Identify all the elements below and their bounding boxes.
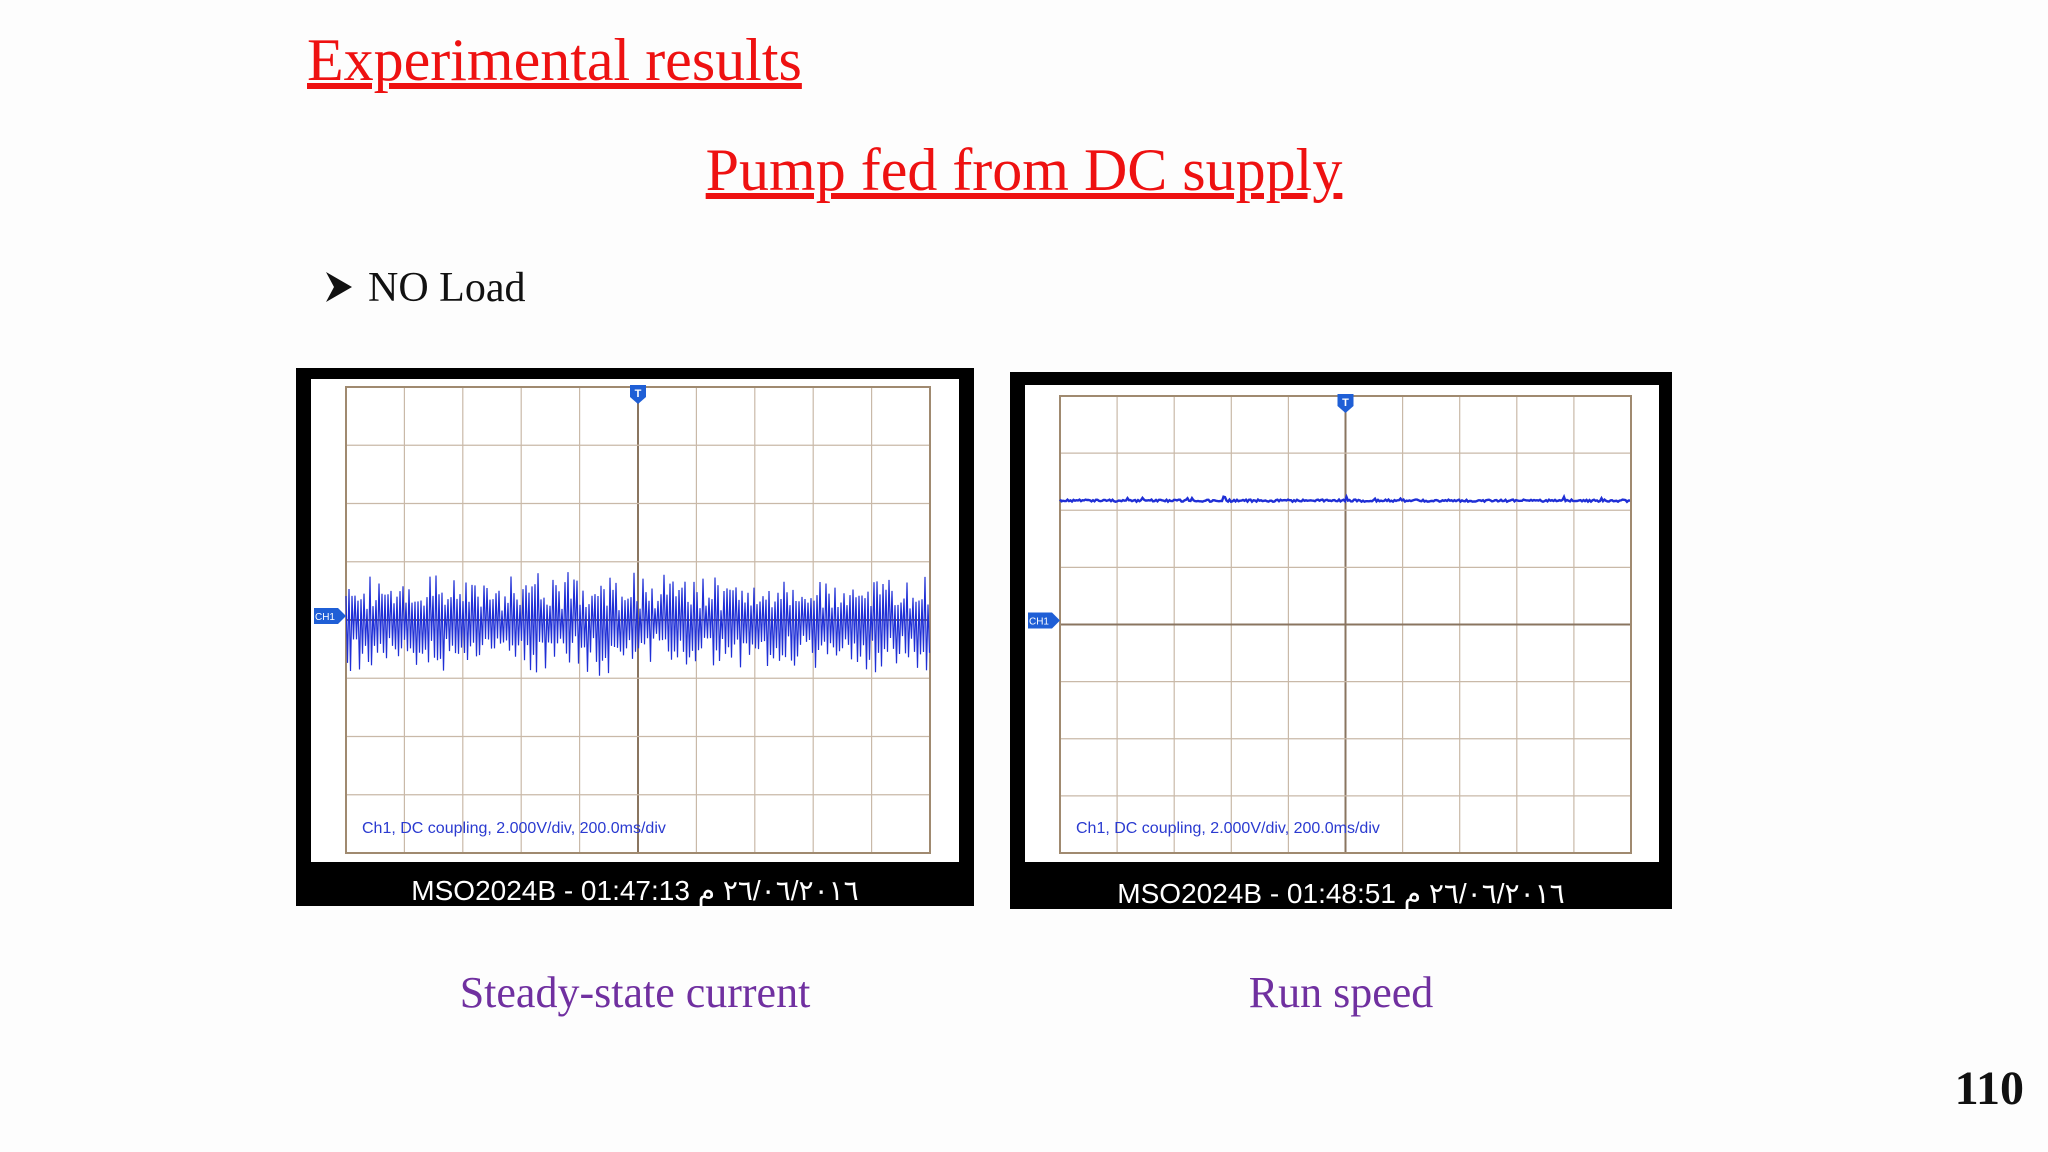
trigger-marker-shape: [1337, 394, 1354, 413]
page-number: 110: [1955, 1062, 2024, 1115]
bullet-arrow: [326, 272, 352, 302]
subtitle: Pump fed from DC supply: [706, 137, 1343, 203]
scope-info: Ch1, DC coupling, 2.000V/div, 200.0ms/di…: [362, 820, 666, 837]
channel-marker-shape: [1028, 612, 1060, 629]
caption: Steady-state current: [460, 968, 811, 1017]
title: Experimental results: [307, 27, 802, 93]
scope-footer: MSO2024B - 01:48:51 ٢٦/٠٦/٢٠١٦ م: [1117, 878, 1564, 910]
bullet-text: NO Load: [368, 265, 525, 311]
channel-marker: CH1: [1029, 617, 1049, 628]
trigger-marker: T: [1342, 397, 1349, 409]
trigger-marker: T: [635, 388, 642, 400]
channel-marker-shape: [314, 608, 346, 624]
scope-info: Ch1, DC coupling, 2.000V/div, 200.0ms/di…: [1076, 820, 1380, 837]
waveform: [345, 572, 931, 676]
channel-marker: CH1: [315, 612, 335, 623]
caption: Run speed: [1249, 968, 1434, 1017]
trigger-marker-shape: [630, 385, 646, 404]
waveform: [1059, 493, 1631, 504]
scope-footer: MSO2024B - 01:47:13 ٢٦/٠٦/٢٠١٦ م: [411, 875, 858, 907]
